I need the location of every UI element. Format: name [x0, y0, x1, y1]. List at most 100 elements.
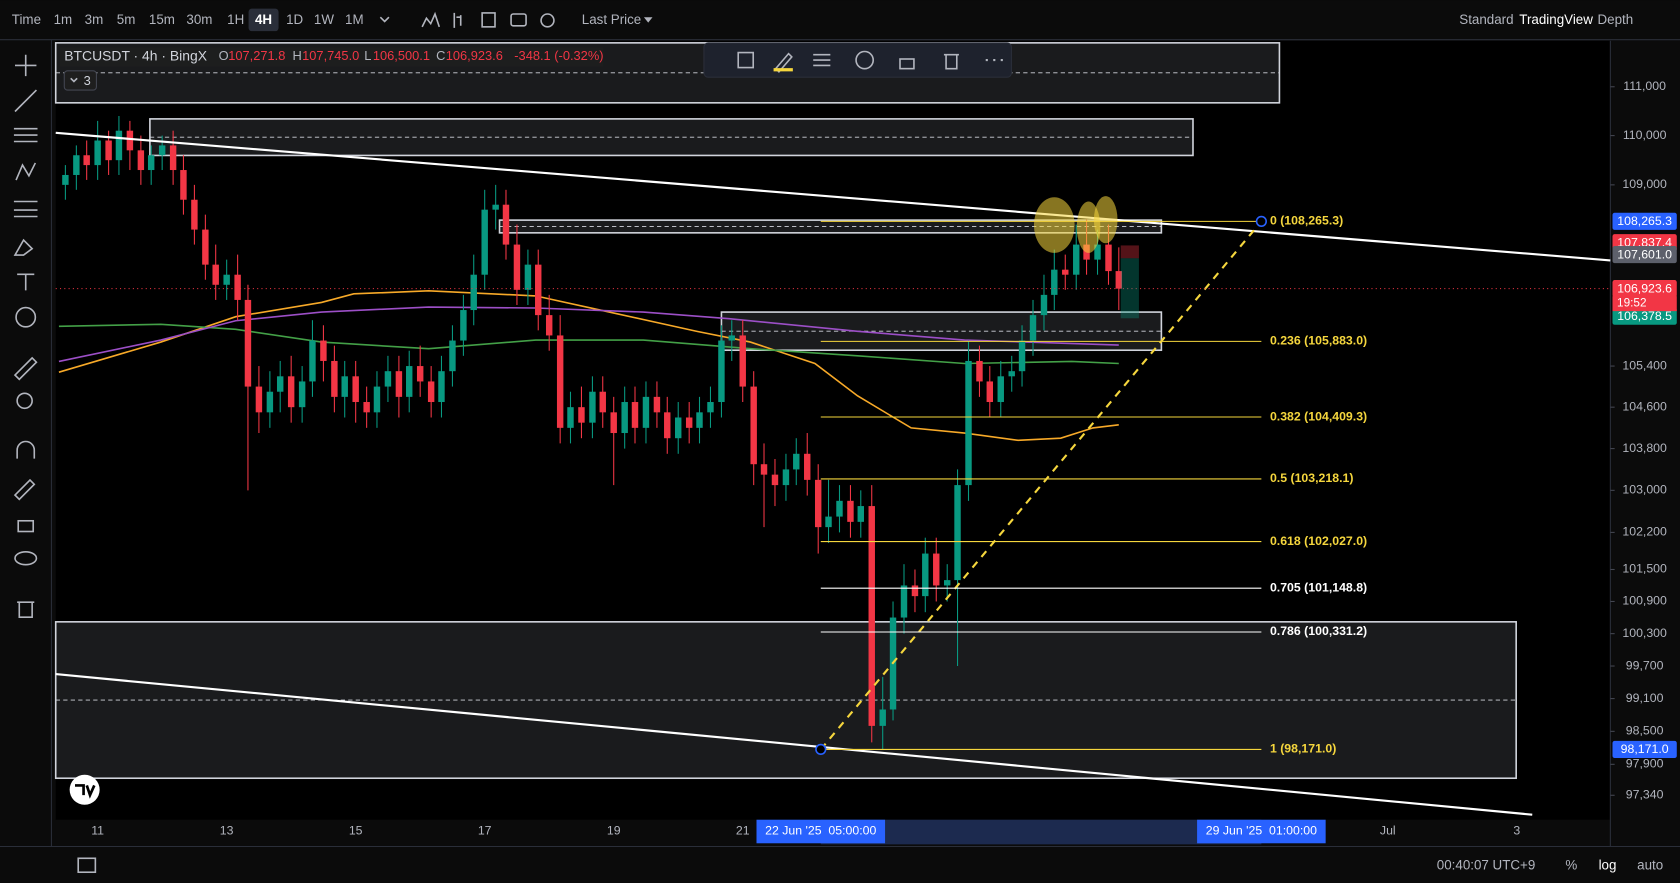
- interval-button[interactable]: 1H: [227, 12, 244, 27]
- price-label-bg: [1612, 740, 1677, 758]
- scale-option[interactable]: auto: [1637, 857, 1663, 872]
- scale-option[interactable]: log: [1599, 857, 1617, 872]
- interval-button[interactable]: 30m: [186, 12, 212, 27]
- y-tick-label: 97,900: [1626, 757, 1664, 771]
- ohlc-key: L: [364, 48, 371, 63]
- y-tick-label: 98,500: [1626, 724, 1664, 738]
- active-interval-bg: [248, 8, 279, 32]
- x-tick-label: 13: [220, 824, 234, 838]
- lock-tool[interactable]: [17, 519, 35, 533]
- candle-body: [922, 553, 929, 597]
- date-range-button[interactable]: [77, 857, 97, 874]
- line-style-button[interactable]: [813, 53, 831, 67]
- stay-drawing-tool[interactable]: [13, 478, 36, 501]
- candle-body: [986, 381, 994, 403]
- candle-body: [1073, 244, 1080, 275]
- status-bar: 00:40:07 UTC+9 % log auto: [0, 845, 1680, 874]
- legend: BTCUSDT · 4h · BingX O 107,271.8 H 107,7…: [60, 47, 604, 91]
- candle-body: [1008, 371, 1015, 377]
- candle-body: [341, 376, 348, 397]
- interval-button[interactable]: 15m: [149, 12, 175, 27]
- prediction-tool[interactable]: [13, 200, 38, 218]
- icons-tool[interactable]: [15, 306, 37, 328]
- candle-body: [202, 229, 209, 265]
- time-range: [820, 819, 1262, 845]
- trendline-tool[interactable]: [14, 89, 37, 113]
- y-tick-label: 111,000: [1623, 79, 1666, 93]
- price-label-bg: [1612, 307, 1677, 325]
- highlight: [1093, 196, 1118, 244]
- template-button[interactable]: [737, 51, 755, 69]
- interval-button[interactable]: 1M: [345, 12, 364, 27]
- price-label: 108,265.3: [1617, 214, 1672, 228]
- candle-body: [804, 453, 811, 480]
- fib-anchor: [1255, 215, 1267, 227]
- remove-tool[interactable]: [17, 601, 35, 619]
- fib-label: 0 (108,265.3): [1270, 214, 1343, 228]
- candle-body: [965, 360, 972, 486]
- symbol[interactable]: BTCUSDT · 4h · BingX: [64, 48, 207, 64]
- replay-icon[interactable]: [540, 13, 555, 28]
- candle-body: [83, 155, 90, 166]
- interval-button[interactable]: 4H: [255, 12, 272, 27]
- candle-body: [556, 335, 564, 428]
- candle-body: [384, 371, 392, 387]
- candle-body: [169, 145, 177, 171]
- candle-body: [73, 155, 80, 175]
- delete-button[interactable]: [943, 53, 959, 70]
- candle-body: [438, 371, 445, 403]
- candle-body: [298, 381, 306, 408]
- templates-icon[interactable]: [481, 12, 496, 28]
- price-label: 107,601.0: [1617, 247, 1672, 261]
- interval-dropdown[interactable]: [379, 16, 390, 23]
- interval-button[interactable]: 1m: [54, 12, 73, 27]
- crosshair-tool[interactable]: [15, 54, 37, 77]
- candle-body: [847, 500, 854, 522]
- clock: 00:40:07 UTC+9: [1437, 857, 1536, 872]
- interval-button[interactable]: 5m: [117, 12, 136, 27]
- change: -348.1 (-0.32%): [514, 48, 603, 63]
- price-label-bg: [1612, 212, 1677, 230]
- interval-button[interactable]: Time: [12, 12, 41, 27]
- candle-body: [653, 396, 661, 413]
- candle-body: [836, 500, 843, 517]
- scale-option[interactable]: %: [1565, 857, 1577, 872]
- lock-button[interactable]: [899, 58, 915, 70]
- screenshot-icon[interactable]: [510, 13, 527, 27]
- y-tick-label: 105,400: [1622, 358, 1667, 372]
- settings-button[interactable]: [855, 50, 875, 70]
- candle-body: [502, 204, 510, 245]
- candle-body: [567, 407, 574, 428]
- candle-body: [900, 585, 908, 618]
- candle-body: [105, 140, 112, 161]
- text-tool[interactable]: [17, 273, 35, 291]
- layout-option[interactable]: Standard: [1459, 12, 1513, 27]
- magnet-tool[interactable]: [16, 440, 36, 459]
- brush-tool[interactable]: [13, 238, 34, 256]
- chart-type-icon[interactable]: [421, 11, 441, 28]
- candle-body: [868, 506, 875, 726]
- zoom-tool[interactable]: [16, 392, 33, 410]
- collapse-button[interactable]: [63, 70, 97, 91]
- left-toolbar: [13, 39, 52, 847]
- candle-body: [976, 360, 983, 382]
- fib-anchor: [815, 743, 827, 756]
- highlight: [1033, 197, 1075, 253]
- hide-tool[interactable]: [14, 551, 38, 566]
- fib-tool[interactable]: [13, 127, 38, 143]
- trendline: [55, 673, 1533, 816]
- candle-body: [94, 140, 101, 166]
- layout-option[interactable]: TradingView: [1519, 12, 1593, 27]
- interval-button[interactable]: 1W: [314, 12, 334, 27]
- indicators-icon[interactable]: [453, 12, 462, 28]
- candle-body: [180, 170, 187, 200]
- measure-tool[interactable]: [13, 356, 38, 381]
- toolbar-bg: [703, 42, 1012, 78]
- layout-option[interactable]: Depth: [1598, 12, 1634, 27]
- pattern-tool[interactable]: [15, 162, 37, 181]
- candle-body: [492, 204, 499, 210]
- interval-button[interactable]: 1D: [286, 12, 303, 27]
- price-source[interactable]: Last Price: [582, 12, 641, 27]
- interval-button[interactable]: 3m: [85, 12, 104, 27]
- candle-body: [1062, 269, 1069, 275]
